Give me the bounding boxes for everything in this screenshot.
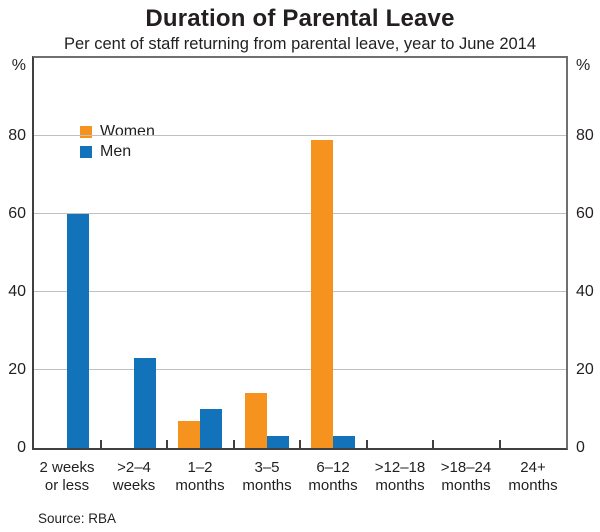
legend-item-men: Men (80, 144, 155, 160)
x-tick-label-8: 24+ months (508, 459, 558, 494)
chart-subtitle: Per cent of staff returning from parenta… (63, 35, 537, 53)
x-tick-label-7: >18–24 months (440, 459, 492, 494)
y-tick-label-right-0: 0 (576, 439, 585, 456)
legend-swatch-women (80, 126, 92, 138)
y-tick-label-left-0: 0 (17, 439, 26, 456)
legend-item-women: Women (80, 124, 155, 140)
bar-men-2 (134, 358, 156, 448)
x-tick-label-1: 2 weeks or less (39, 459, 95, 494)
bar-men-3 (200, 409, 222, 448)
x-tick-label-6: >12–18 months (374, 459, 426, 494)
bar-men-4 (267, 436, 289, 448)
x-axis-tick (366, 440, 368, 448)
gridline-20 (34, 369, 566, 370)
legend-label-women: Women (100, 123, 155, 140)
gridline-60 (34, 213, 566, 214)
x-axis-tick (166, 440, 168, 448)
y-tick-label-right-40: 40 (576, 283, 594, 300)
plot-area: Women Men (32, 56, 568, 450)
bar-women-4 (245, 393, 267, 448)
y-tick-label-right-80: 80 (576, 127, 594, 144)
y-tick-label-right-60: 60 (576, 205, 594, 222)
x-axis-tick (432, 440, 434, 448)
gridline-80 (34, 135, 566, 136)
bar-men-5 (333, 436, 355, 448)
y-tick-label-right-20: 20 (576, 361, 594, 378)
bar-men-1 (67, 214, 89, 448)
y-axis-unit-right: % (576, 57, 591, 74)
legend-label-men: Men (100, 143, 132, 160)
legend: Women Men (80, 124, 155, 164)
y-tick-label-left-20: 20 (8, 361, 26, 378)
y-axis-unit-left: % (11, 57, 26, 74)
gridline-40 (34, 291, 566, 292)
source-note: Source: RBA (38, 511, 117, 526)
y-tick-label-left-40: 40 (8, 283, 26, 300)
bar-women-3 (178, 421, 200, 448)
x-axis-tick (100, 440, 102, 448)
x-tick-label-3: 1–2 months (175, 459, 225, 494)
x-axis-tick (233, 440, 235, 448)
x-tick-label-2: >2–4 weeks (112, 459, 156, 494)
chart-title: Duration of Parental Leave (145, 5, 455, 32)
y-tick-label-left-60: 60 (8, 205, 26, 222)
x-axis-tick (499, 440, 501, 448)
x-tick-label-5: 6–12 months (308, 459, 358, 494)
y-tick-label-left-80: 80 (8, 127, 26, 144)
legend-swatch-men (80, 146, 92, 158)
x-tick-label-4: 3–5 months (242, 459, 292, 494)
x-axis-tick (299, 440, 301, 448)
bar-women-5 (311, 140, 333, 448)
